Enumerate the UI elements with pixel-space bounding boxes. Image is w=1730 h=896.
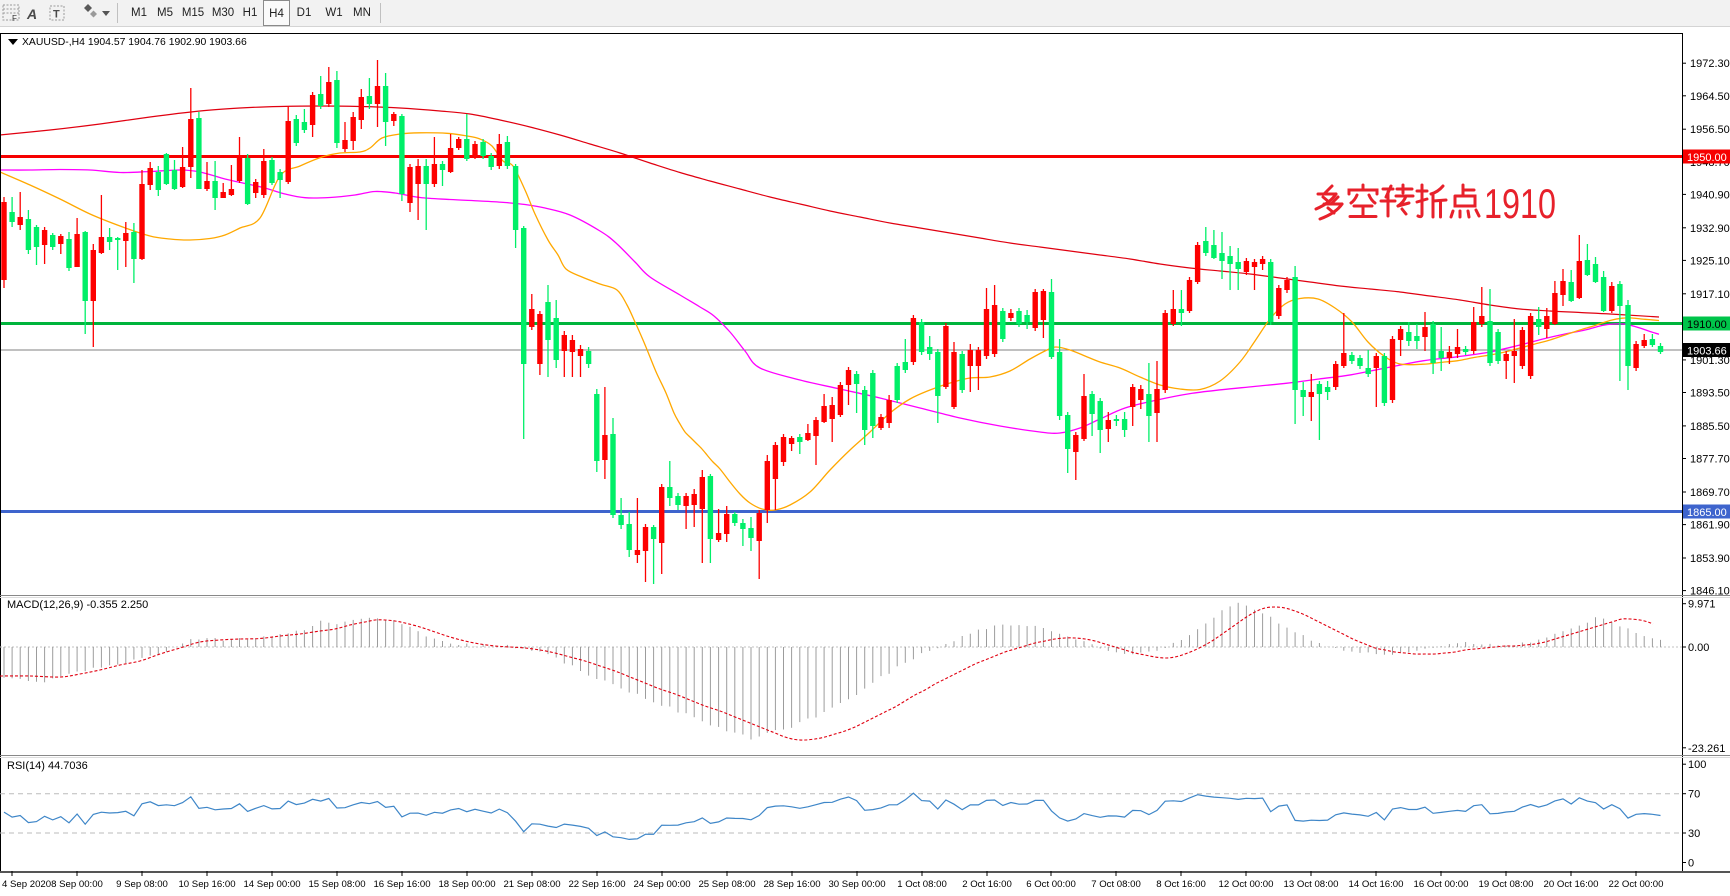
svg-text:12 Oct 00:00: 12 Oct 00:00 <box>1219 879 1274 890</box>
svg-text:18 Sep 00:00: 18 Sep 00:00 <box>438 879 495 890</box>
svg-text:8 Oct 16:00: 8 Oct 16:00 <box>1156 879 1206 890</box>
svg-text:0: 0 <box>1688 858 1694 870</box>
svg-text:1853.90: 1853.90 <box>1690 553 1730 565</box>
svg-text:22 Oct 00:00: 22 Oct 00:00 <box>1609 879 1664 890</box>
svg-text:8 Sep 00:00: 8 Sep 00:00 <box>51 879 103 890</box>
svg-text:9 Sep 08:00: 9 Sep 08:00 <box>116 879 168 890</box>
svg-text:6 Oct 00:00: 6 Oct 00:00 <box>1026 879 1076 890</box>
svg-text:1917.10: 1917.10 <box>1690 289 1730 301</box>
svg-text:-23.261: -23.261 <box>1688 743 1725 755</box>
svg-text:21 Sep 08:00: 21 Sep 08:00 <box>503 879 560 890</box>
svg-text:1869.70: 1869.70 <box>1690 487 1730 499</box>
svg-text:16 Oct 00:00: 16 Oct 00:00 <box>1414 879 1469 890</box>
svg-text:1964.50: 1964.50 <box>1690 91 1730 103</box>
svg-text:100: 100 <box>1688 759 1706 771</box>
svg-text:1910: 1910 <box>1484 180 1556 227</box>
svg-text:10 Sep 16:00: 10 Sep 16:00 <box>178 879 235 890</box>
svg-text:1903.66: 1903.66 <box>1687 346 1727 358</box>
svg-text:1972.30: 1972.30 <box>1690 58 1730 70</box>
svg-text:24 Sep 00:00: 24 Sep 00:00 <box>633 879 690 890</box>
svg-text:1910.00: 1910.00 <box>1687 319 1727 331</box>
svg-text:14 Oct 16:00: 14 Oct 16:00 <box>1349 879 1404 890</box>
svg-text:4 Sep 2020: 4 Sep 2020 <box>2 879 51 890</box>
svg-text:15 Sep 08:00: 15 Sep 08:00 <box>308 879 365 890</box>
svg-text:28 Sep 16:00: 28 Sep 16:00 <box>763 879 820 890</box>
svg-text:F: F <box>12 14 17 23</box>
svg-text:1865.00: 1865.00 <box>1687 507 1727 519</box>
svg-text:1932.90: 1932.90 <box>1690 223 1730 235</box>
svg-text:A: A <box>26 6 37 22</box>
svg-text:1885.50: 1885.50 <box>1690 421 1730 433</box>
svg-text:20 Oct 16:00: 20 Oct 16:00 <box>1544 879 1599 890</box>
svg-text:1950.00: 1950.00 <box>1687 152 1727 164</box>
svg-text:9.971: 9.971 <box>1688 599 1716 611</box>
svg-text:RSI(14) 44.7036: RSI(14) 44.7036 <box>7 760 88 772</box>
svg-text:1901.30: 1901.30 <box>1690 355 1730 367</box>
svg-text:22 Sep 16:00: 22 Sep 16:00 <box>568 879 625 890</box>
svg-text:1 Oct 08:00: 1 Oct 08:00 <box>897 879 947 890</box>
svg-text:25 Sep 08:00: 25 Sep 08:00 <box>698 879 755 890</box>
svg-text:1940.90: 1940.90 <box>1690 189 1730 201</box>
svg-text:1956.50: 1956.50 <box>1690 124 1730 136</box>
svg-text:1861.90: 1861.90 <box>1690 520 1730 532</box>
svg-text:30: 30 <box>1688 828 1700 840</box>
svg-text:19 Oct 08:00: 19 Oct 08:00 <box>1479 879 1534 890</box>
svg-text:16 Sep 16:00: 16 Sep 16:00 <box>373 879 430 890</box>
svg-text:MACD(12,26,9) -0.355 2.250: MACD(12,26,9) -0.355 2.250 <box>7 599 148 611</box>
svg-text:0.00: 0.00 <box>1688 642 1709 654</box>
svg-text:1893.50: 1893.50 <box>1690 388 1730 400</box>
svg-text:30 Sep 00:00: 30 Sep 00:00 <box>828 879 885 890</box>
svg-text:2 Oct 16:00: 2 Oct 16:00 <box>962 879 1012 890</box>
svg-text:13 Oct 08:00: 13 Oct 08:00 <box>1284 879 1339 890</box>
svg-text:T: T <box>53 9 60 21</box>
svg-text:1925.10: 1925.10 <box>1690 255 1730 267</box>
svg-text:1846.10: 1846.10 <box>1690 586 1730 598</box>
svg-text:7 Oct 08:00: 7 Oct 08:00 <box>1091 879 1141 890</box>
svg-text:1877.70: 1877.70 <box>1690 454 1730 466</box>
svg-text:70: 70 <box>1688 789 1700 801</box>
svg-text:14 Sep 00:00: 14 Sep 00:00 <box>243 879 300 890</box>
svg-text:XAUUSD-,H4 1904.57 1904.76 19: XAUUSD-,H4 1904.57 1904.76 1902.90 1903.… <box>22 37 247 48</box>
